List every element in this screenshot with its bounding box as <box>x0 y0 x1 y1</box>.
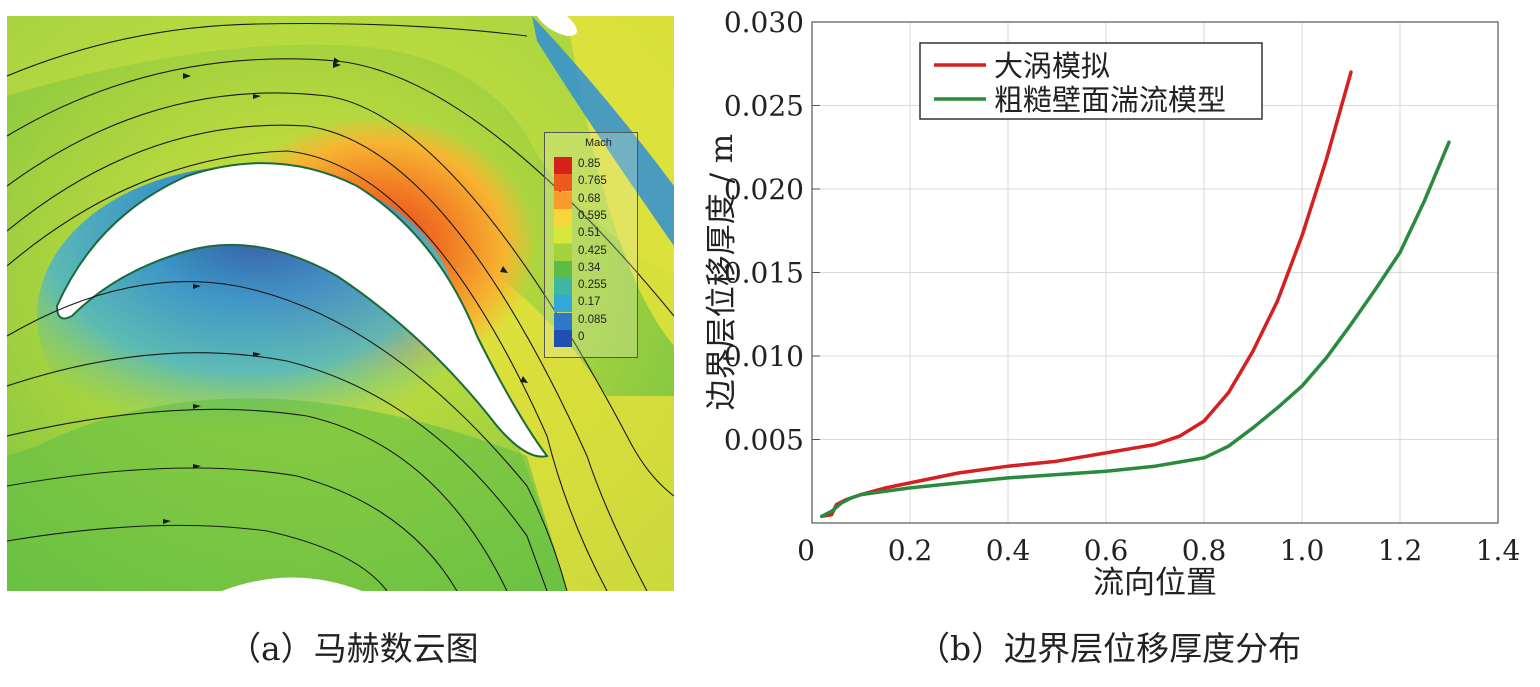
chart-ticks: 0 0.2 0.4 0.6 0.8 1.0 1.2 1.4 0.005 0.010 0.015 0.0… <box>724 6 1520 567</box>
legend-level: 0.425 <box>554 243 634 261</box>
wake-region <box>532 16 674 246</box>
legend-swatch <box>554 243 572 261</box>
legend-level: 0.255 <box>554 278 634 296</box>
legend-level: 0 <box>554 330 634 347</box>
y-tick-label: 0.010 <box>724 340 804 373</box>
mach-contour-plot <box>7 16 674 591</box>
x-tick-label: 0.6 <box>1084 534 1129 567</box>
x-tick-label: 0.2 <box>888 534 933 567</box>
legend-swatch <box>554 157 572 174</box>
legend-level: 0.595 <box>554 208 634 226</box>
legend-level: 0.51 <box>554 226 634 244</box>
legend-level: 0.085 <box>554 312 634 330</box>
y-tick-label: 0.030 <box>724 6 804 39</box>
y-axis-label: 边界层位移厚度 / m <box>704 134 740 411</box>
x-tick-label: 1.4 <box>1476 534 1521 567</box>
y-tick-label: 0.005 <box>724 424 804 457</box>
legend-box <box>919 42 1263 120</box>
legend-swatch <box>554 208 572 226</box>
legend-level-label: 0.17 <box>578 296 601 309</box>
y-tick-label: 0.025 <box>724 90 804 123</box>
x-tick-label: 0 <box>797 534 815 567</box>
x-tick-label: 0.4 <box>986 534 1031 567</box>
x-tick-label: 0.8 <box>1182 534 1227 567</box>
legend-level-label: 0.51 <box>578 227 601 240</box>
series-line-1 <box>820 70 1353 519</box>
legend-label-2: 粗糙壁面湍流模型 <box>994 83 1226 117</box>
lower-blade <box>222 577 362 591</box>
mach-contour-panel: Mach 0.85 0.765 0.68 0.595 0.51 0.425 0.34 0.25… <box>7 16 674 591</box>
legend-level-label: 0.425 <box>578 244 607 257</box>
legend-swatch <box>554 312 572 330</box>
chart-series <box>820 70 1451 519</box>
caption-a: （a）马赫数云图 <box>228 629 479 668</box>
streamline-arrows <box>163 62 528 524</box>
legend-label-1: 大涡模拟 <box>994 49 1110 83</box>
lower-blade-high-mach-region <box>173 556 421 591</box>
legend-level-label: 0.595 <box>578 209 607 222</box>
legend-level-label: 0.34 <box>578 261 601 274</box>
legend-level: 0.68 <box>554 191 634 209</box>
legend-level: 0.34 <box>554 260 634 278</box>
legend-level-label: 0.085 <box>578 313 607 326</box>
streamlines <box>7 22 674 591</box>
legend-level-label: 0.68 <box>578 192 601 205</box>
x-tick-label: 1.2 <box>1378 534 1423 567</box>
legend-swatch <box>554 260 572 278</box>
y-tick-label: 0.020 <box>724 173 804 206</box>
legend-swatch <box>554 295 572 313</box>
y-tick-label: 0.015 <box>724 257 804 290</box>
legend-title: Mach <box>585 137 612 149</box>
x-axis-label: 流向位置 <box>1093 565 1217 601</box>
series-line-2 <box>820 140 1451 519</box>
legend-level-label: 0.255 <box>578 279 607 292</box>
x-tick-label: 1.0 <box>1280 534 1325 567</box>
mach-legend: Mach 0.85 0.765 0.68 0.595 0.51 0.425 0.34 0.25… <box>544 132 638 358</box>
legend-level: 0.17 <box>554 295 634 313</box>
legend-level-label: 0 <box>578 331 585 343</box>
legend-level-label: 0.765 <box>578 175 607 188</box>
legend-swatch <box>554 174 572 192</box>
boundary-layer-chart: 0 0.2 0.4 0.6 0.8 1.0 1.2 1.4 0.005 0.010 0.015 0.0… <box>704 6 1520 601</box>
legend-swatch <box>554 191 572 209</box>
caption-b: （b）边界层位移厚度分布 <box>917 629 1302 668</box>
boundary-layer-chart-panel: 0 0.2 0.4 0.6 0.8 1.0 1.2 1.4 0.005 0.010 0.015 0.0… <box>700 0 1535 610</box>
legend-level-label: 0.85 <box>578 158 601 170</box>
legend-swatch <box>554 278 572 296</box>
legend-swatch <box>554 226 572 244</box>
legend-level: 0.765 <box>554 174 634 192</box>
legend-swatch <box>554 330 572 347</box>
turbine-blade <box>55 162 549 458</box>
legend-level: 0.85 <box>554 157 634 174</box>
